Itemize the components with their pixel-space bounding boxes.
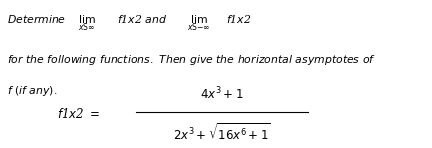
Text: $\underset{x\mathrm{S}{-}\infty}{\lim}$: $\underset{x\mathrm{S}{-}\infty}{\lim}$ xyxy=(187,13,211,33)
Text: $\it{f}$1$\it{x}$2 $\it{and}$: $\it{f}$1$\it{x}$2 $\it{and}$ xyxy=(117,13,167,25)
Text: $\underset{x\mathrm{S}\infty}{\lim}$: $\underset{x\mathrm{S}\infty}{\lim}$ xyxy=(78,13,96,33)
Text: $\it{f}$ $\it{(if\ any).}$: $\it{f}$ $\it{(if\ any).}$ xyxy=(7,84,57,98)
Text: $\it{for\ the\ following\ functions.\ Then\ give\ the\ horizontal\ asymptotes\ o: $\it{for\ the\ following\ functions.\ Th… xyxy=(7,53,376,67)
Text: $4x^3 + 1$: $4x^3 + 1$ xyxy=(200,86,244,102)
Text: $\it{f}$1$\it{x}$2 $=$: $\it{f}$1$\it{x}$2 $=$ xyxy=(57,107,99,121)
Text: $\it{f}$1$\it{x}$2: $\it{f}$1$\it{x}$2 xyxy=(226,13,251,25)
Text: $\it{Determine}$: $\it{Determine}$ xyxy=(7,13,66,25)
Text: $2x^3 + \sqrt{16x^6 + 1}$: $2x^3 + \sqrt{16x^6 + 1}$ xyxy=(173,123,271,144)
